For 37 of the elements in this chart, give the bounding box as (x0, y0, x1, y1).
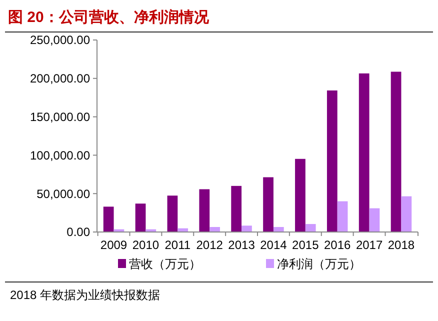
bar (337, 201, 348, 232)
x-tick-label: 2018 (388, 238, 415, 252)
x-tick-label: 2010 (132, 238, 160, 252)
x-tick-label: 2009 (100, 238, 128, 252)
bar (199, 189, 210, 232)
bar (305, 224, 316, 232)
y-tick-label: 0.00 (66, 225, 90, 240)
y-tick-label: 100,000.00 (30, 148, 90, 162)
y-tick-label: 150,000.00 (30, 110, 90, 124)
bar (103, 206, 114, 232)
bar (135, 204, 146, 232)
x-tick-label: 2017 (356, 238, 383, 252)
bar (390, 72, 402, 232)
text: 2018 年数据为业绩快报数据 (10, 288, 160, 302)
x-tick-label: 2015 (292, 238, 320, 252)
legend-label: 营收（万元） (129, 257, 201, 271)
bar (401, 196, 412, 232)
bar (210, 227, 220, 232)
bar (358, 73, 370, 232)
y-tick-label: 50,000.00 (36, 186, 90, 201)
y-tick-label: 250,000.00 (30, 33, 90, 48)
y-tick-label: 200,000.00 (30, 72, 90, 86)
bar (231, 186, 242, 232)
bar (326, 90, 338, 232)
x-tick-label: 2016 (324, 238, 352, 252)
x-tick-label: 2012 (196, 238, 224, 252)
bar (273, 227, 284, 232)
x-tick-label: 2013 (228, 238, 256, 252)
bar (369, 208, 380, 232)
bar (242, 226, 252, 232)
bar (167, 196, 178, 232)
bar (295, 158, 306, 232)
chart-title: 图 20：公司营收、净利润情况 (8, 8, 210, 26)
legend-label: 净利润（万元） (277, 257, 361, 271)
x-tick-label: 2011 (164, 238, 191, 252)
x-tick-label: 2014 (260, 238, 288, 252)
bar (263, 177, 274, 232)
